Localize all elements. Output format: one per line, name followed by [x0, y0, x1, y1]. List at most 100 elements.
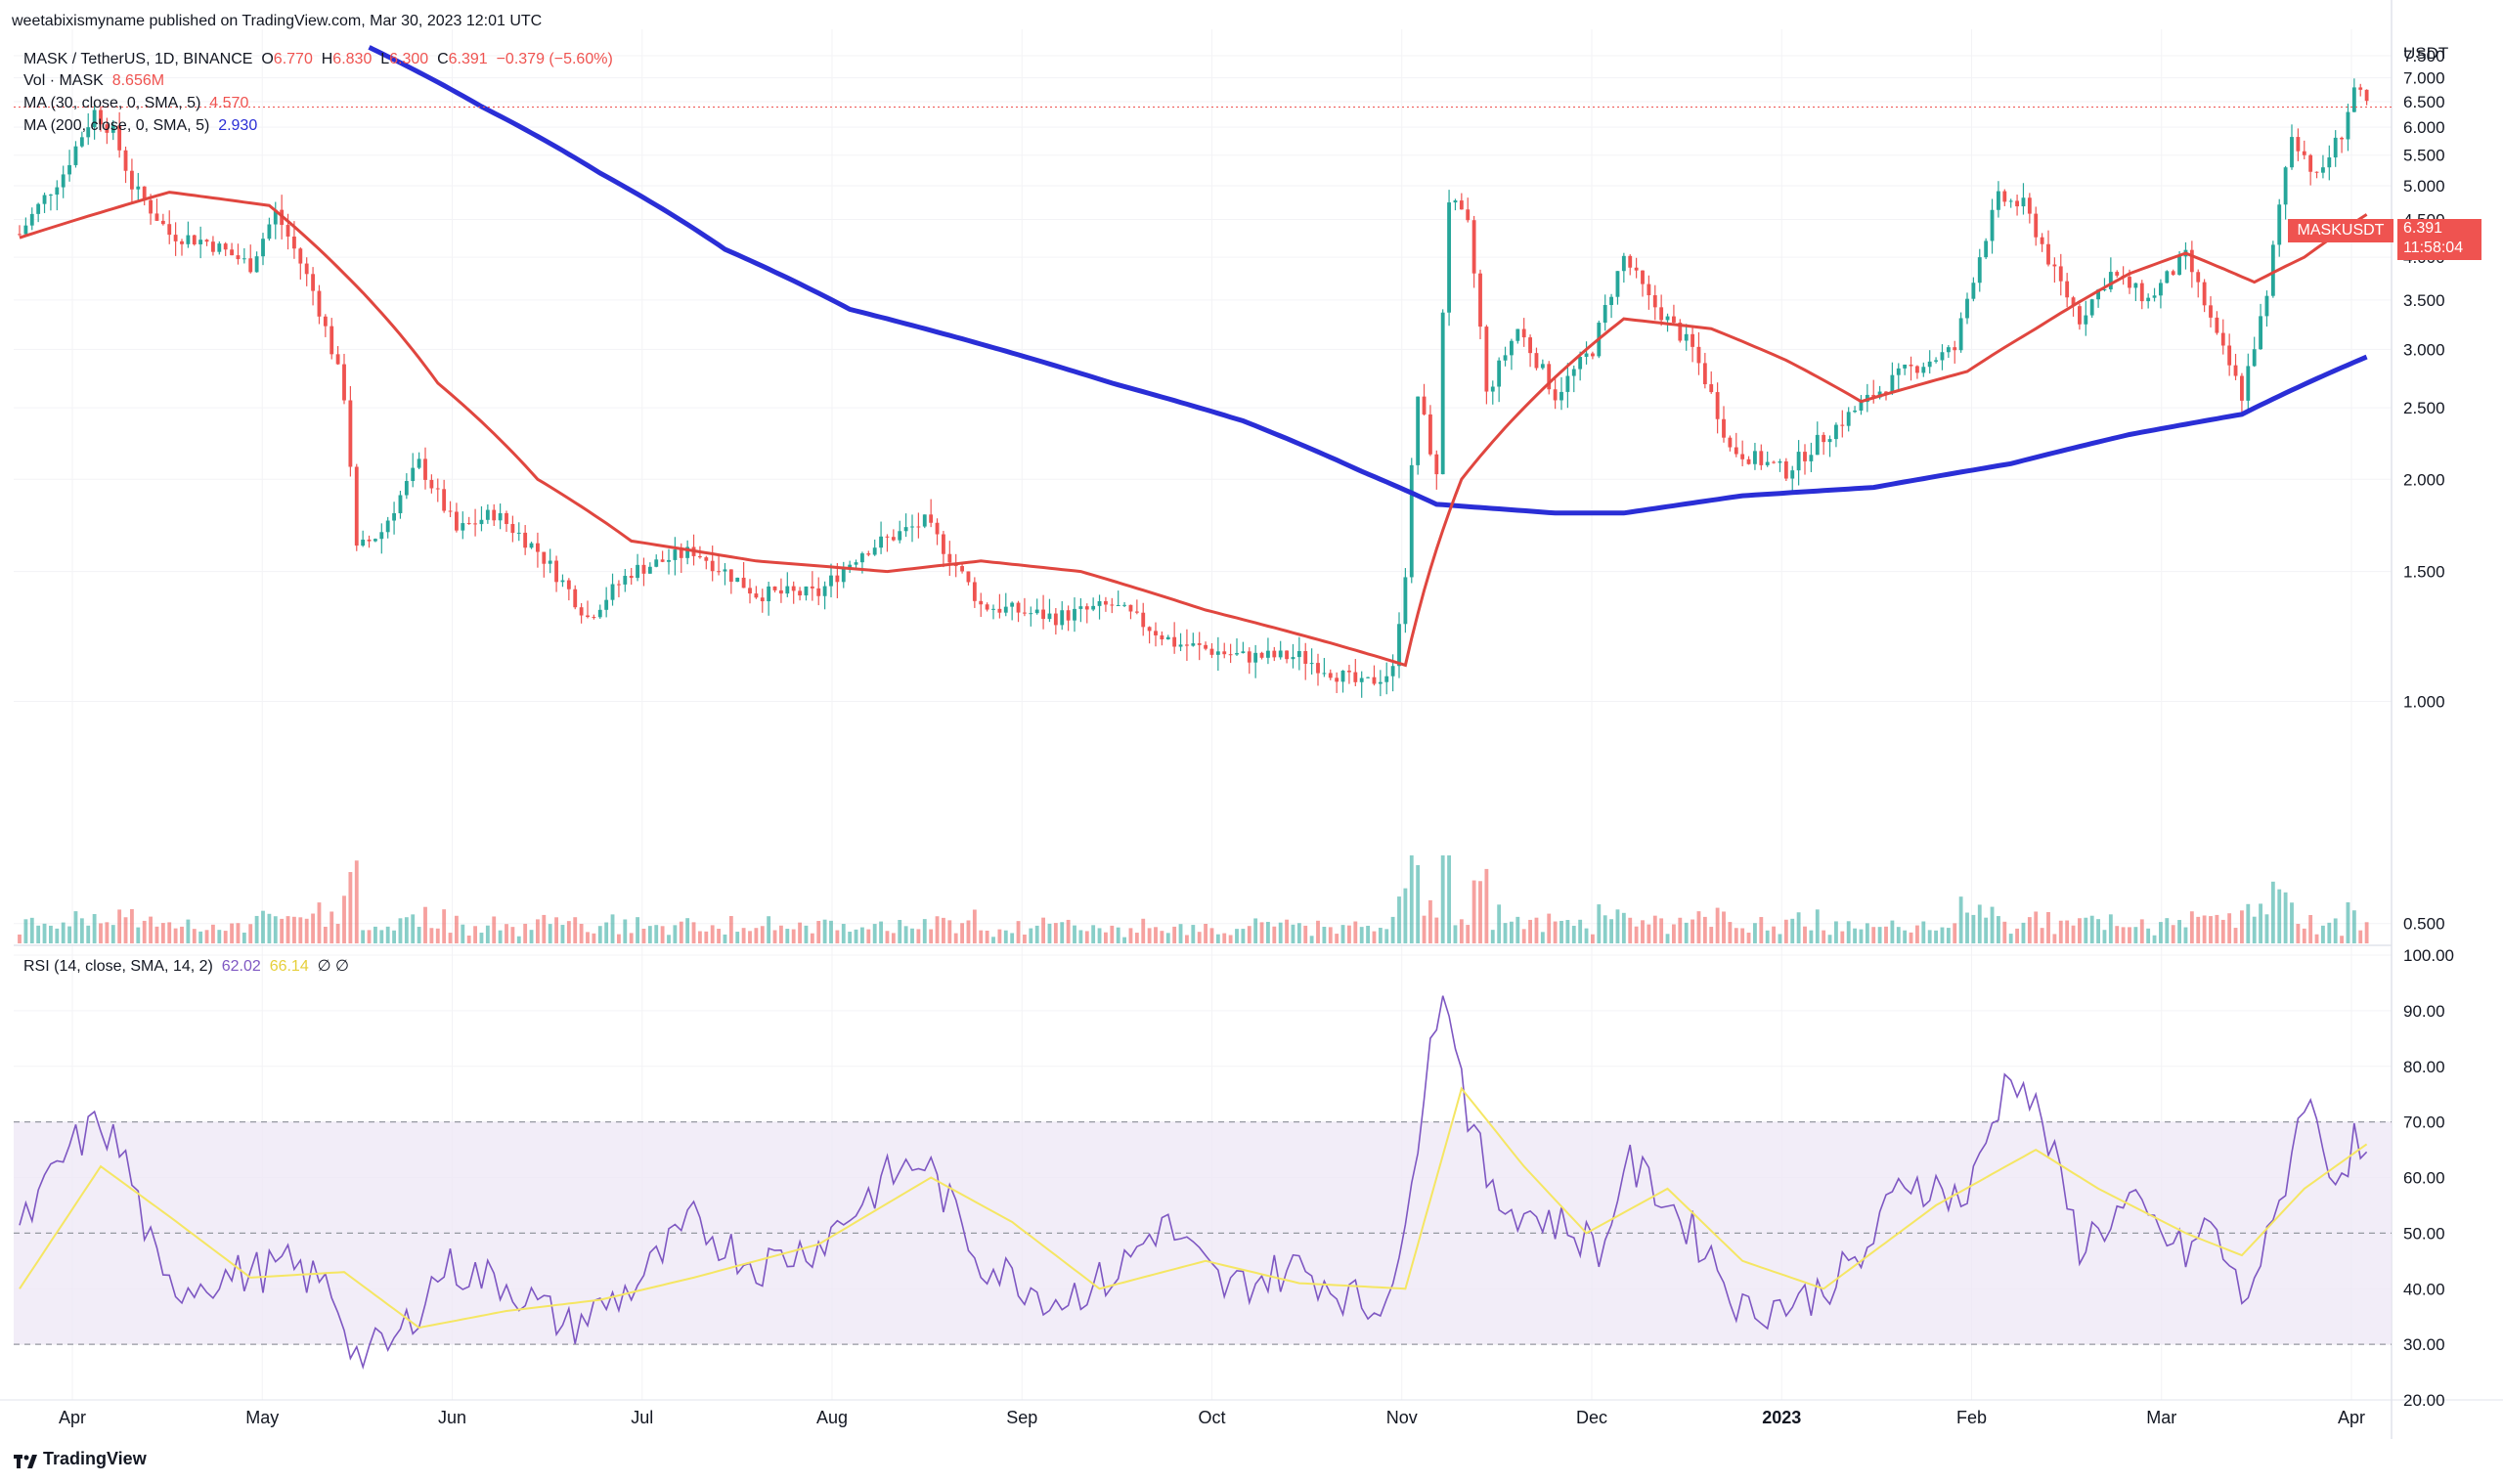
- volume-bar: [1772, 926, 1776, 943]
- volume-bar: [1191, 925, 1196, 943]
- candle-body: [704, 557, 709, 561]
- volume-bar: [1803, 926, 1807, 943]
- volume-bar: [1877, 927, 1882, 943]
- legend-ma200-label: MA (200, close, 0, SMA, 5): [23, 117, 210, 134]
- candle-body: [1247, 651, 1252, 663]
- volume-bar: [1403, 888, 1408, 943]
- candle-body: [42, 195, 47, 204]
- legend-rsi-extra: ∅ ∅: [317, 958, 349, 975]
- candle-body: [354, 466, 359, 546]
- candle-body: [1647, 284, 1651, 295]
- volume-bar: [2246, 903, 2251, 943]
- volume-bar: [866, 929, 871, 943]
- candle-body: [1603, 304, 1607, 324]
- candle-body: [292, 236, 296, 249]
- volume-bar: [953, 933, 958, 943]
- candle-body: [2078, 306, 2082, 325]
- publisher-line: weetabixismyname published on TradingVie…: [12, 13, 543, 29]
- volume-bar: [1366, 926, 1370, 943]
- volume-bar: [704, 931, 709, 943]
- candle-body: [767, 586, 771, 602]
- volume-bar: [211, 924, 215, 943]
- volume-bar: [423, 906, 427, 943]
- candle-body: [2283, 167, 2288, 205]
- volume-bar: [1871, 927, 1876, 943]
- candle-body: [1772, 461, 1776, 463]
- price-tick-label: 7.000: [2403, 69, 2445, 88]
- legend-vol-label: Vol · MASK: [23, 72, 104, 89]
- volume-bar: [1215, 934, 1220, 943]
- candle-body: [1241, 651, 1246, 654]
- volume-bar: [280, 918, 285, 943]
- volume-bar: [516, 936, 521, 943]
- candle-body: [2215, 317, 2219, 333]
- candle-body: [1734, 447, 1738, 455]
- volume-bar: [2290, 902, 2294, 943]
- volume-bar: [204, 930, 209, 943]
- candle-body: [211, 241, 215, 252]
- candle-body: [273, 209, 278, 225]
- volume-bar: [772, 930, 777, 943]
- volume-bar: [1316, 920, 1320, 943]
- candle-body: [1285, 650, 1289, 660]
- volume-bar: [654, 925, 659, 943]
- volume-bar: [685, 918, 690, 943]
- volume-bar: [1134, 933, 1139, 943]
- candle-body: [342, 364, 346, 401]
- candle-body: [1903, 364, 1908, 369]
- volume-bar: [2302, 928, 2306, 943]
- volume-bar: [1335, 934, 1339, 943]
- volume-bar: [1827, 935, 1832, 943]
- volume-bar: [748, 931, 752, 943]
- candle-body: [1147, 627, 1152, 632]
- volume-bar: [1116, 927, 1120, 943]
- volume-bar: [903, 926, 908, 943]
- candle-body: [829, 575, 833, 587]
- volume-bar: [1303, 925, 1308, 943]
- candle-body: [2171, 271, 2175, 276]
- candle-body: [1409, 464, 1414, 578]
- time-tick-label: Aug: [816, 1408, 848, 1427]
- price-tick-label: 7.500: [2403, 47, 2445, 65]
- candle-body: [329, 326, 334, 355]
- candle-body: [2021, 197, 2026, 207]
- volume-bar: [573, 917, 578, 943]
- tradingview-brand[interactable]: TradingView: [14, 1449, 147, 1469]
- volume-bar: [1291, 924, 1295, 943]
- volume-bar: [23, 919, 28, 943]
- candle-body: [154, 213, 159, 221]
- volume-bar: [298, 917, 303, 943]
- volume-bar: [1247, 926, 1252, 943]
- volume-bars: [18, 855, 2369, 943]
- candles: [18, 78, 2369, 698]
- candle-body: [860, 553, 864, 563]
- volume-bar: [1122, 937, 1126, 943]
- legend-h-label: H: [321, 51, 333, 67]
- candle-body: [735, 577, 740, 583]
- candle-body: [398, 495, 403, 513]
- volume-bar: [1128, 928, 1133, 943]
- volume-bar: [1746, 933, 1751, 943]
- legend-rsi: RSI (14, close, SMA, 14, 2) 62.02 66.14 …: [23, 956, 349, 978]
- tradingview-brand-text: TradingView: [43, 1449, 147, 1468]
- volume-bar: [1416, 864, 1421, 943]
- volume-bar: [523, 923, 528, 943]
- volume-bar: [1615, 909, 1620, 943]
- volume-bar: [717, 929, 721, 943]
- volume-bar: [2259, 903, 2262, 943]
- candle-body: [1073, 608, 1076, 621]
- candle-body: [429, 479, 434, 489]
- volume-bar: [236, 923, 241, 943]
- candle-body: [554, 560, 558, 583]
- volume-bar: [1783, 919, 1788, 943]
- volume-bar: [130, 908, 134, 943]
- candle-body: [1591, 353, 1595, 357]
- candle-body: [1459, 200, 1464, 210]
- volume-bar: [1066, 919, 1071, 943]
- candle-body: [1915, 366, 1919, 373]
- candle-body: [285, 225, 290, 237]
- candle-body: [1853, 410, 1857, 413]
- volume-bar: [798, 922, 802, 943]
- volume-bar: [1160, 931, 1164, 943]
